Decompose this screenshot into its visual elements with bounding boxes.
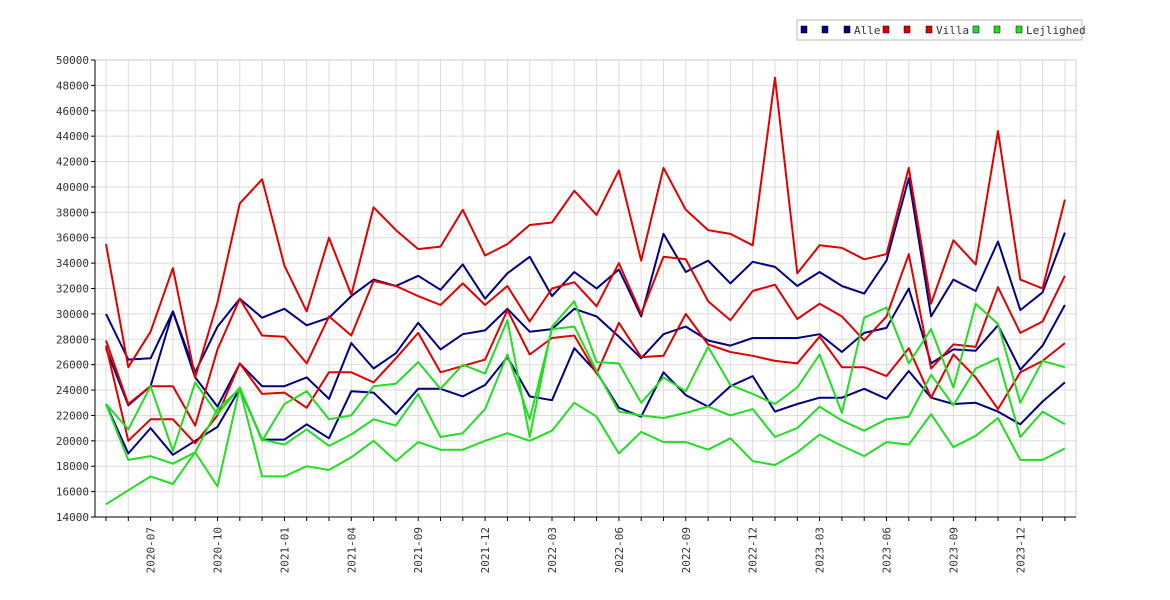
y-tick-label: 32000	[56, 283, 89, 296]
legend-marker	[821, 25, 829, 34]
x-tick-label: 2022-03	[546, 527, 559, 573]
series-line-alle	[105, 177, 1066, 374]
legend-marker	[972, 25, 980, 34]
legend-marker	[882, 25, 890, 34]
y-tick-label: 48000	[56, 79, 89, 92]
y-tick-label: 46000	[56, 105, 89, 118]
y-tick-label: 30000	[56, 308, 89, 321]
y-tick-label: 36000	[56, 232, 89, 245]
x-tick-label: 2020-07	[145, 527, 158, 573]
legend-label: Alle	[854, 24, 881, 37]
legend-marker	[1015, 25, 1023, 34]
y-tick-label: 22000	[56, 409, 89, 422]
y-tick-label: 20000	[56, 435, 89, 448]
series-line-lejlighed	[105, 387, 1066, 478]
y-tick-label: 42000	[56, 156, 89, 169]
y-tick-label: 34000	[56, 257, 89, 270]
y-axis: 14000 16000 18000 20000 22000 24000 26000 28000…	[56, 54, 95, 524]
legend-marker	[903, 25, 911, 34]
x-tick-label: 2023-09	[947, 527, 960, 573]
y-tick-label: 40000	[56, 181, 89, 194]
y-tick-label: 50000	[56, 54, 89, 67]
legend-marker	[843, 25, 851, 34]
y-tick-label: 18000	[56, 460, 89, 473]
series-line-lejlighed	[105, 325, 1066, 506]
x-axis: 2020-07 2020-10 2021-01 2021-04 2021-09 2021-…	[105, 517, 1066, 574]
y-tick-label: 38000	[56, 206, 89, 219]
series-line-lejlighed	[105, 300, 1066, 452]
y-tick-label: 24000	[56, 384, 89, 397]
x-tick-label: 2023-06	[881, 527, 894, 573]
y-tick-label: 28000	[56, 333, 89, 346]
series-layer	[105, 76, 1066, 506]
legend-label: Villa	[936, 24, 969, 37]
series-line-villa	[105, 253, 1066, 427]
legend-label: Lejlighed	[1026, 24, 1086, 37]
y-tick-label: 26000	[56, 359, 89, 372]
y-tick-label: 16000	[56, 486, 89, 499]
series-line-alle	[105, 287, 1066, 408]
x-tick-label: 2021-12	[479, 527, 492, 573]
y-tick-label: 44000	[56, 130, 89, 143]
legend: Alle Villa Lejlighed	[796, 19, 1086, 41]
x-tick-label: 2023-12	[1014, 527, 1027, 573]
x-tick-label: 2022-06	[613, 527, 626, 573]
x-tick-label: 2023-03	[814, 527, 827, 573]
x-tick-label: 2022-09	[680, 527, 693, 573]
x-tick-label: 2021-09	[412, 527, 425, 573]
series-line-villa	[105, 76, 1066, 379]
x-tick-label: 2021-01	[278, 527, 291, 573]
x-tick-label: 2021-04	[345, 527, 358, 574]
legend-box	[796, 19, 1083, 41]
y-tick-label: 14000	[56, 511, 89, 524]
legend-marker	[925, 25, 933, 34]
legend-marker	[993, 25, 1001, 34]
legend-marker	[800, 25, 808, 34]
x-tick-label: 2020-10	[212, 527, 225, 573]
x-tick-label: 2022-12	[747, 527, 760, 573]
